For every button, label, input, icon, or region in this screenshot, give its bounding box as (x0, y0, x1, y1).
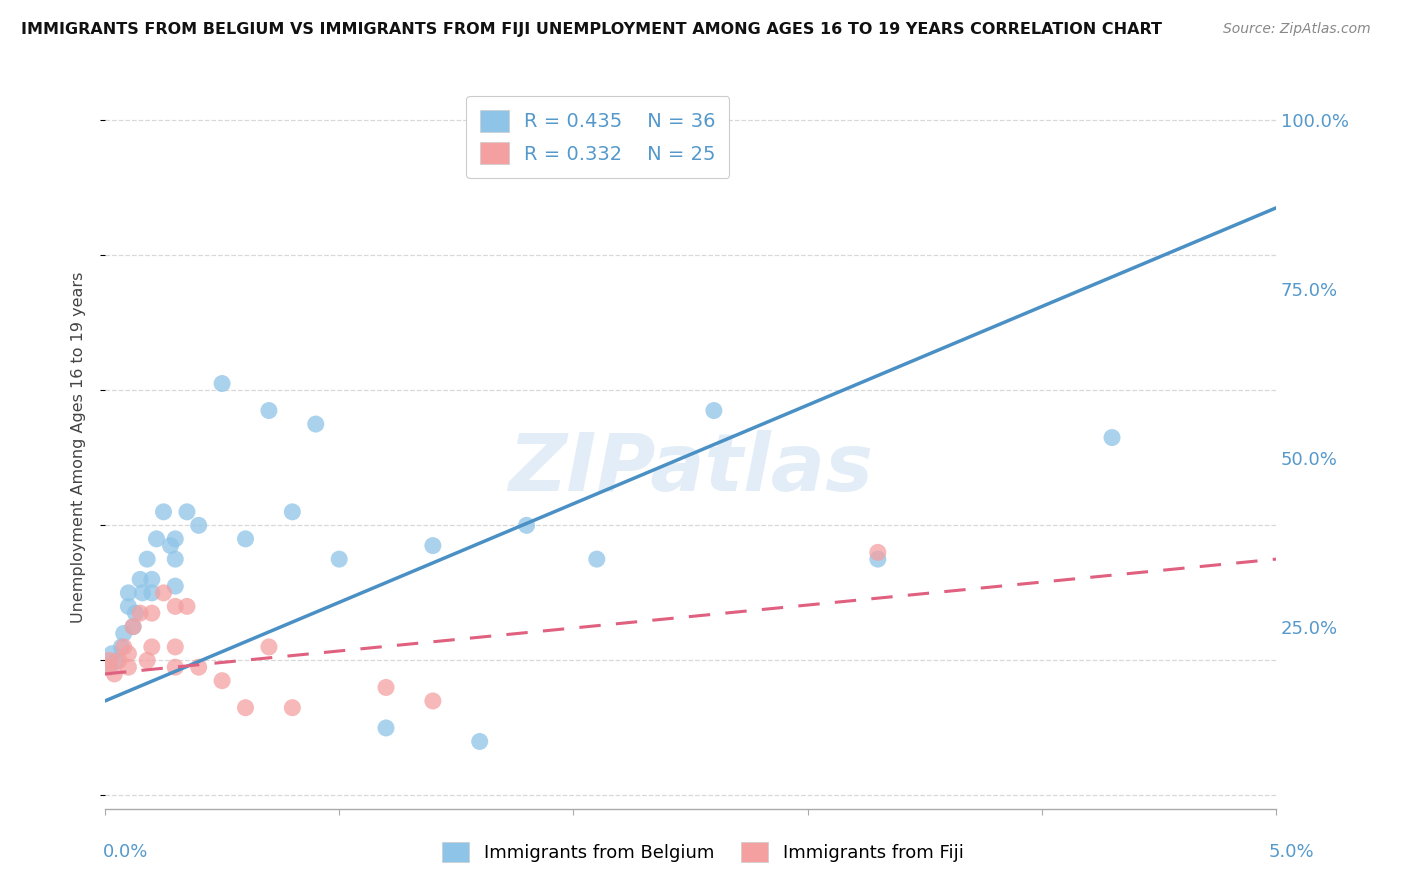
Point (281, 700, 304, 714)
Legend: Immigrants from Belgium, Immigrants from Fiji: Immigrants from Belgium, Immigrants from… (434, 834, 972, 870)
Point (112, 640, 135, 654)
Point (235, 700, 257, 714)
Point (131, 586, 153, 600)
Point (165, 660, 187, 674)
Point (187, 518, 209, 533)
Point (165, 640, 187, 654)
Point (108, 653, 131, 667)
Point (141, 586, 163, 600)
Point (101, 647, 124, 661)
Point (159, 539, 181, 553)
Point (117, 660, 139, 674)
Point (328, 552, 350, 566)
Point (141, 573, 163, 587)
Point (141, 606, 163, 620)
Text: ZIPatlas: ZIPatlas (508, 430, 873, 508)
Text: Source: ZipAtlas.com: Source: ZipAtlas.com (1223, 22, 1371, 37)
Point (703, 403, 725, 417)
Point (866, 552, 889, 566)
Point (866, 545, 889, 559)
Point (136, 653, 159, 667)
Point (129, 573, 152, 587)
Point (375, 721, 398, 735)
Point (422, 694, 444, 708)
Point (112, 626, 135, 640)
Point (136, 552, 159, 566)
Point (422, 539, 444, 553)
Point (117, 647, 139, 661)
Point (105, 653, 128, 667)
Point (211, 673, 233, 688)
Point (122, 620, 145, 634)
Y-axis label: Unemployment Among Ages 16 to 19 years: Unemployment Among Ages 16 to 19 years (72, 272, 86, 624)
Point (165, 579, 187, 593)
Point (152, 586, 174, 600)
Point (176, 599, 198, 614)
Point (110, 640, 132, 654)
Point (98, 653, 121, 667)
Point (96, 660, 118, 674)
Point (176, 505, 198, 519)
Point (165, 599, 187, 614)
Point (117, 586, 139, 600)
Point (117, 599, 139, 614)
Point (515, 518, 537, 533)
Text: 0.0%: 0.0% (103, 843, 148, 861)
Point (141, 640, 163, 654)
Point (257, 640, 280, 654)
Point (152, 505, 174, 519)
Point (468, 734, 491, 748)
Point (122, 620, 145, 634)
Text: 5.0%: 5.0% (1270, 843, 1315, 861)
Point (124, 606, 146, 620)
Point (585, 552, 607, 566)
Point (1101, 431, 1123, 445)
Point (211, 376, 233, 391)
Point (165, 552, 187, 566)
Point (98, 660, 121, 674)
Point (375, 681, 398, 695)
Text: IMMIGRANTS FROM BELGIUM VS IMMIGRANTS FROM FIJI UNEMPLOYMENT AMONG AGES 16 TO 19: IMMIGRANTS FROM BELGIUM VS IMMIGRANTS FR… (21, 22, 1163, 37)
Point (103, 667, 125, 681)
Legend: R = 0.435    N = 36, R = 0.332    N = 25: R = 0.435 N = 36, R = 0.332 N = 25 (465, 96, 730, 178)
Point (305, 417, 328, 431)
Point (187, 660, 209, 674)
Point (235, 532, 257, 546)
Point (129, 606, 152, 620)
Point (281, 505, 304, 519)
Point (145, 532, 167, 546)
Point (165, 532, 187, 546)
Point (257, 403, 280, 417)
